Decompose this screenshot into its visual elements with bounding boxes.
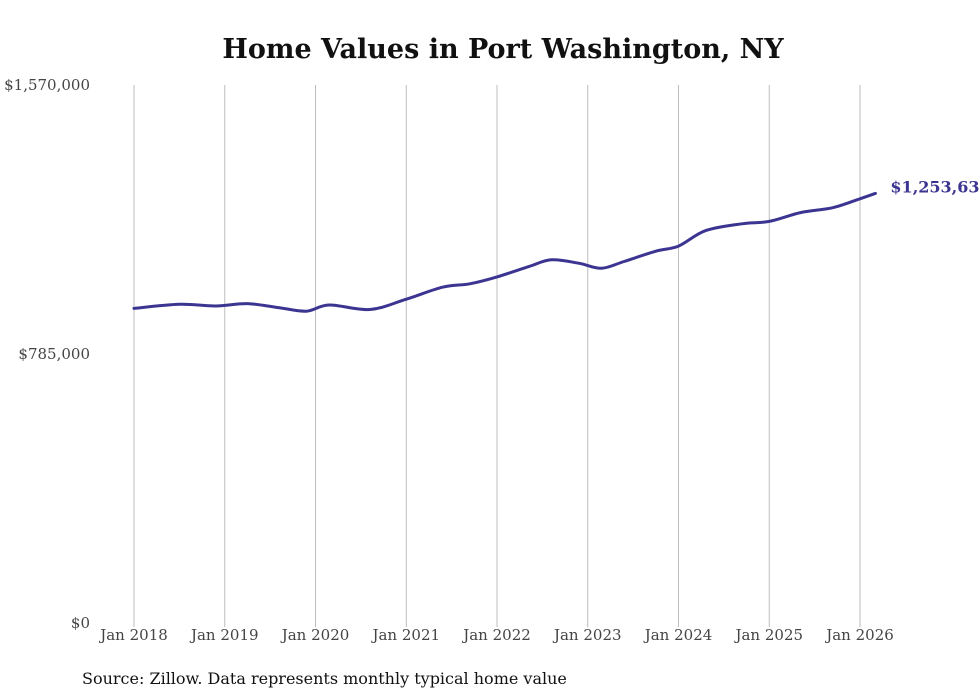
x-tick-label: Jan 2021 — [370, 626, 440, 644]
x-tick-label: Jan 2023 — [552, 626, 622, 644]
y-axis-ticks: $0 $785,000 $1,570,000 — [4, 76, 90, 632]
gridlines — [133, 85, 861, 627]
series-layer — [132, 191, 877, 313]
x-tick-label: Jan 2018 — [98, 626, 168, 644]
y-tick-label: $785,000 — [18, 345, 90, 363]
chart-title: Home Values in Port Washington, NY — [222, 34, 784, 65]
x-tick-label: Jan 2022 — [461, 626, 531, 644]
end-value-label: $1,253,634 — [890, 177, 980, 196]
series-line-0 — [132, 191, 877, 313]
x-tick-label: Jan 2019 — [189, 626, 259, 644]
x-tick-label: Jan 2024 — [643, 626, 713, 644]
y-tick-label: $1,570,000 — [4, 76, 90, 94]
x-tick-label: Jan 2026 — [824, 626, 894, 644]
x-tick-label: Jan 2025 — [733, 626, 803, 644]
source-note: Source: Zillow. Data represents monthly … — [82, 669, 567, 688]
y-tick-label: $0 — [71, 614, 90, 632]
x-tick-label: Jan 2020 — [280, 626, 350, 644]
x-axis-ticks: Jan 2018 Jan 2019 Jan 2020 Jan 2021 Jan 2022… — [98, 626, 894, 644]
